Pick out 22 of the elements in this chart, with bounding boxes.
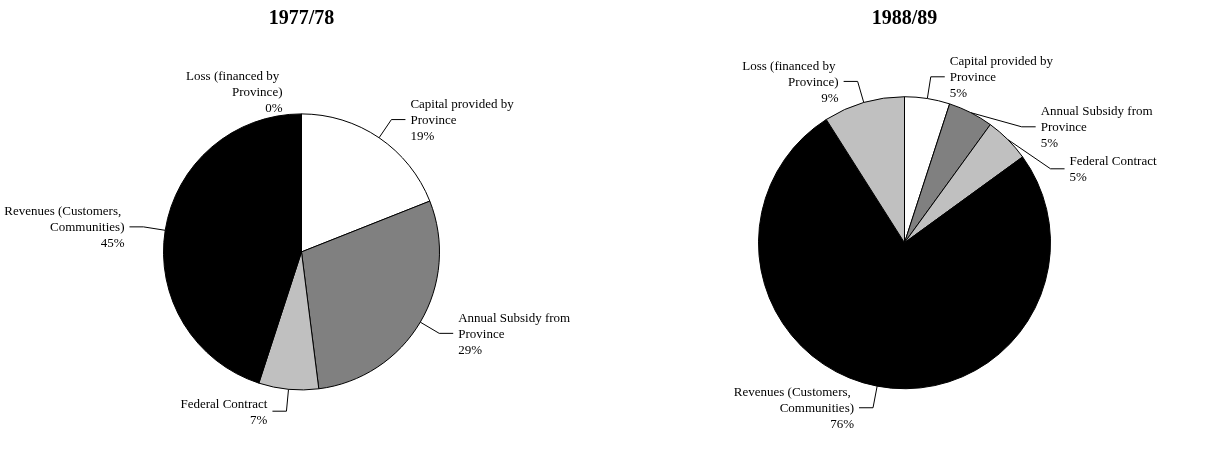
data-label: 5% [949, 85, 968, 101]
text: 0% [265, 100, 283, 116]
data-label: 19% [410, 128, 435, 144]
slice-label: Federal Contract [180, 395, 268, 411]
slice-label: Revenues (Customers, Communities) [733, 384, 855, 416]
slice-label: Federal Contract [1069, 153, 1157, 169]
data-label: 29% [458, 341, 483, 357]
data-label: 7% [250, 411, 268, 427]
slice-label: Capital provided by Province [949, 53, 1057, 85]
category-label: Loss (financed by Province) [186, 68, 283, 100]
slice-label: Annual Subsidy from Province [1040, 103, 1156, 135]
chart-title: 1977/78 [268, 6, 335, 28]
data-label: 5% [1040, 135, 1059, 151]
slice-label: Annual Subsidy from Province [458, 309, 574, 341]
data-label: 45% [100, 235, 125, 251]
data-label: 5% [1069, 169, 1088, 185]
data-label: 76% [830, 416, 855, 432]
slice-label: Capital provided by Province [410, 96, 517, 128]
slice-label: Loss (financed by Province) [742, 57, 839, 89]
data-label: 9% [821, 89, 839, 105]
chart-title: 1988/89 [871, 6, 938, 28]
slice-label: Revenues (Customers, Communities) [4, 203, 125, 235]
